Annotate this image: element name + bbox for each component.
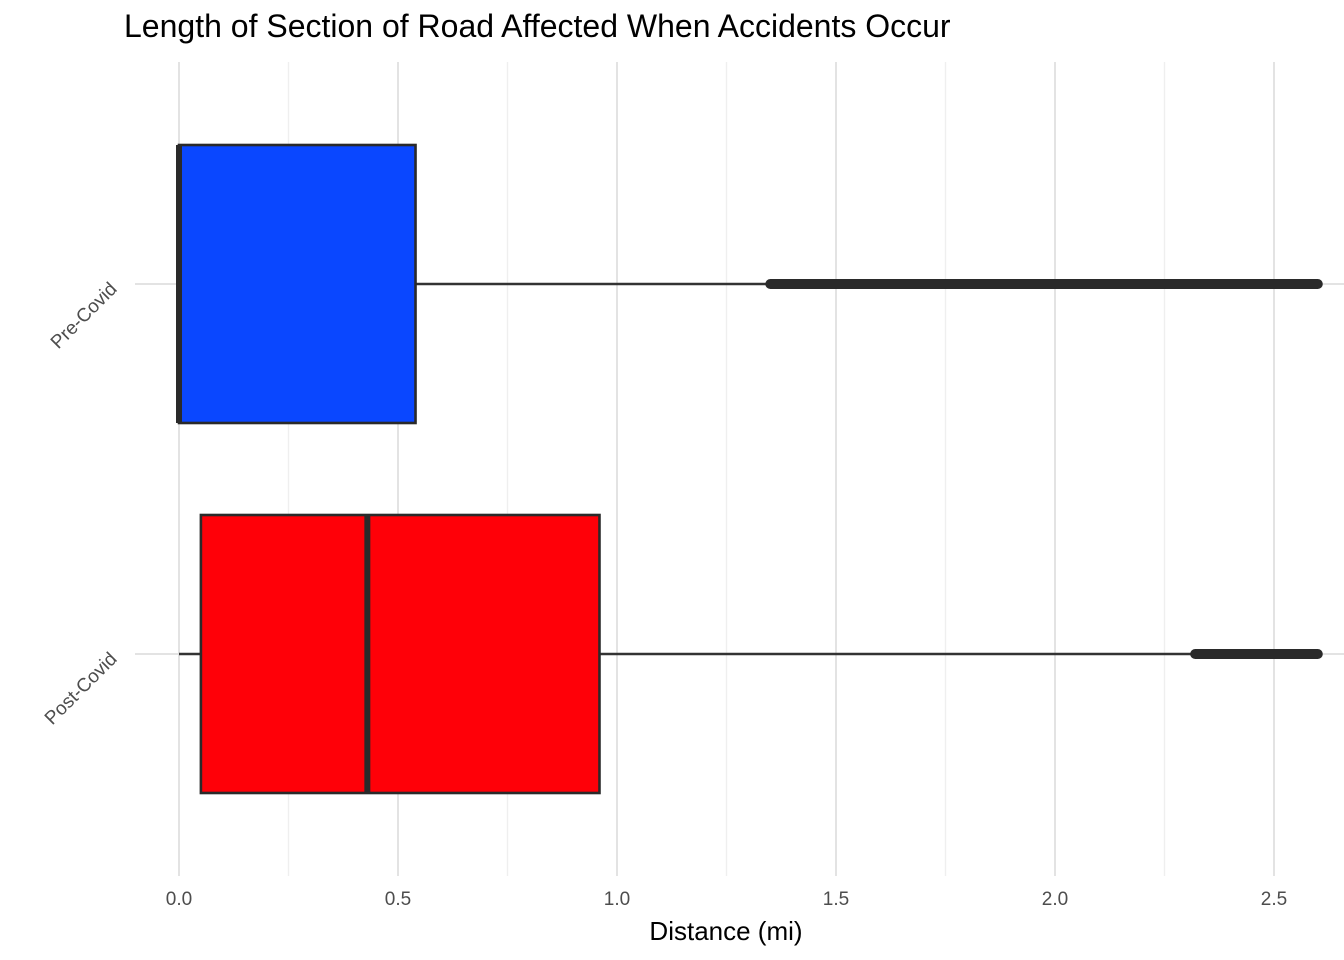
x-tick-label: 2.0: [1042, 889, 1068, 910]
x-tick-label: 0.0: [166, 889, 192, 910]
box-pre-covid: [176, 143, 1323, 425]
y-tick-label: Post-Covid: [41, 649, 122, 730]
box-body: [199, 513, 601, 795]
x-tick-label: 1.5: [823, 889, 849, 910]
x-tick-label: 2.5: [1261, 889, 1287, 910]
x-tick-label: 1.0: [604, 889, 630, 910]
x-tick-label: 0.5: [385, 889, 411, 910]
x-axis-label: Distance (mi): [649, 916, 802, 946]
box-layer: [176, 143, 1323, 795]
box-body: [177, 143, 417, 425]
box-post-covid: [179, 513, 1323, 795]
chart-title: Length of Section of Road Affected When …: [124, 8, 951, 44]
y-tick-label: Pre-Covid: [47, 279, 122, 354]
